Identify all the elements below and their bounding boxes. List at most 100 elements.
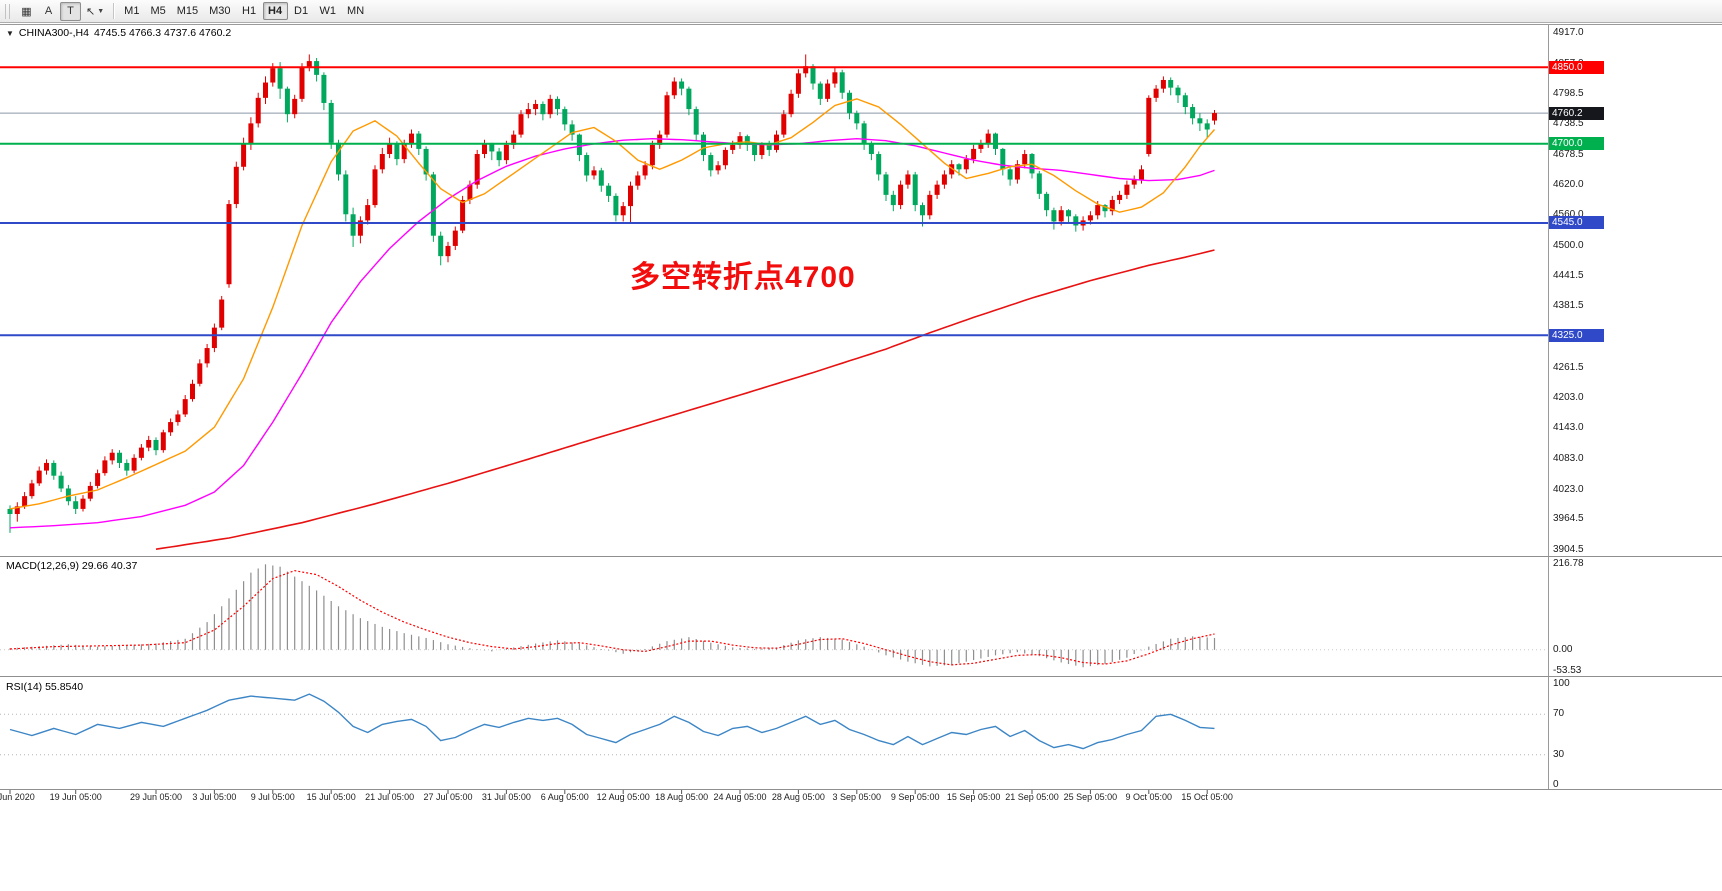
candle-body	[1197, 118, 1203, 124]
candle-body	[1175, 87, 1181, 96]
candle-body	[124, 462, 130, 471]
candle-body	[219, 299, 225, 328]
rsi-line	[9, 693, 1215, 750]
candle-body	[7, 508, 13, 515]
ma-slow-line	[155, 249, 1215, 550]
candle-body	[131, 457, 137, 471]
candle-body	[752, 144, 758, 156]
candle-body	[1022, 154, 1028, 165]
candle-body	[80, 498, 86, 509]
candle-body	[817, 83, 823, 99]
candle-body	[722, 149, 728, 166]
candle-body	[445, 245, 451, 257]
candle-body	[321, 74, 327, 103]
candle-body	[51, 462, 57, 476]
candle-body	[328, 102, 334, 143]
candle-body	[1007, 169, 1013, 180]
candle-body	[168, 422, 174, 433]
timeframe-button-h1[interactable]: H1	[237, 2, 262, 20]
arrow-tool-button[interactable]: ↖ ▼	[82, 2, 108, 21]
candle-body	[277, 68, 283, 89]
ma-fast-line	[9, 98, 1216, 510]
candle-body	[1044, 193, 1050, 211]
candle-body	[759, 144, 765, 156]
candle-body	[978, 143, 984, 149]
candle-body	[430, 174, 436, 236]
candle-body	[423, 148, 429, 175]
candle-body	[1051, 210, 1057, 222]
candle-body	[138, 447, 144, 458]
candle-body	[379, 154, 385, 170]
candle-body	[204, 348, 210, 364]
candle-body	[847, 92, 852, 114]
candle-body	[525, 109, 531, 115]
candle-body	[394, 143, 400, 160]
candle-body	[598, 170, 604, 186]
candle-body	[708, 155, 714, 171]
timeframe-button-d1[interactable]: D1	[289, 2, 314, 20]
text-tool-button[interactable]: A	[38, 2, 59, 21]
label-tool-button[interactable]: T	[60, 1, 81, 21]
candle-body	[1190, 107, 1196, 119]
candle-body	[628, 185, 633, 207]
candle-body	[781, 114, 787, 135]
candle-body	[14, 506, 20, 515]
timeframe-button-m5[interactable]: M5	[145, 2, 170, 20]
candle-body	[211, 327, 217, 349]
candle-body	[336, 142, 341, 175]
candle-body	[44, 462, 49, 471]
candle-body	[737, 136, 743, 145]
timeframe-button-m1[interactable]: M1	[119, 2, 144, 20]
candle-body	[832, 72, 838, 84]
candle-body	[518, 114, 524, 135]
candle-body	[357, 220, 363, 236]
candle-body	[576, 134, 582, 156]
candle-body	[715, 165, 721, 171]
timeframe-button-m15[interactable]: M15	[172, 2, 203, 20]
candle-body	[861, 123, 867, 144]
candle-body	[934, 184, 940, 195]
candle-body	[372, 169, 378, 206]
candle-body	[540, 103, 546, 115]
chevron-down-icon: ▼	[97, 7, 105, 15]
candle-body	[898, 184, 904, 206]
timeframe-button-w1[interactable]: W1	[315, 2, 342, 20]
candle-body	[547, 98, 553, 115]
candle-body	[438, 235, 444, 257]
candle-body	[109, 452, 115, 461]
candle-body	[927, 194, 933, 216]
candle-body	[1000, 148, 1006, 170]
candle-body	[489, 143, 495, 152]
candle-body	[664, 95, 670, 135]
candle-body	[1066, 210, 1071, 217]
candle-body	[1139, 169, 1144, 180]
candle-body	[985, 133, 991, 144]
candle-body	[956, 164, 962, 170]
chart-grid-tool-icon[interactable]: ▦	[16, 2, 37, 21]
candle-body	[190, 383, 195, 400]
candle-body	[642, 165, 648, 176]
candle-body	[1014, 164, 1020, 180]
candle-body	[409, 133, 414, 144]
candle-body	[29, 483, 35, 497]
candle-body	[839, 72, 845, 93]
candle-body	[482, 143, 487, 155]
timeframe-button-h4[interactable]: H4	[262, 2, 288, 20]
candle-body	[941, 174, 947, 185]
candle-body	[153, 439, 159, 451]
candle-body	[868, 143, 874, 155]
candle-body	[657, 134, 663, 145]
candle-body	[306, 61, 312, 68]
candle-body	[1146, 97, 1152, 155]
timeframe-button-mn[interactable]: MN	[342, 2, 369, 20]
timeframe-button-m30[interactable]: M30	[204, 2, 235, 20]
candle-body	[343, 174, 349, 215]
ma-mid-line	[9, 137, 1215, 529]
candle-body	[803, 66, 809, 74]
candle-body	[1153, 88, 1159, 98]
candle-body	[1058, 210, 1064, 222]
candle-body	[182, 399, 188, 415]
toolbar-grip[interactable]	[5, 3, 10, 19]
candle-body	[693, 109, 699, 135]
